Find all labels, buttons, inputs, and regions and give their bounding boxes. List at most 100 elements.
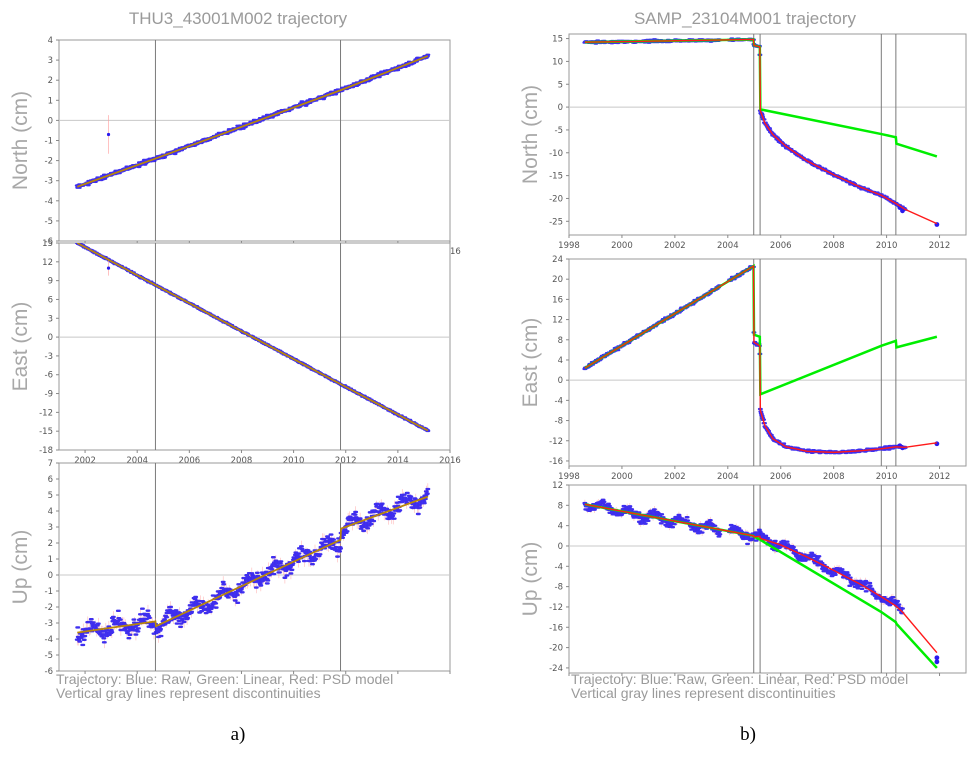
y-axis-label: East (cm) <box>519 318 542 408</box>
raw-point <box>934 659 940 665</box>
y-tick-label: 0 <box>558 376 563 386</box>
y-tick-label: -12 <box>549 603 563 613</box>
y-tick-label: 1 <box>48 96 53 106</box>
outlier-point <box>106 132 111 137</box>
y-tick-label: 4 <box>558 522 563 532</box>
plot-content <box>74 463 431 671</box>
caption-a-line2: Vertical gray lines represent discontinu… <box>56 685 321 701</box>
x-tick-label: 2006 <box>770 472 792 482</box>
y-tick-label: 0 <box>48 333 53 343</box>
x-tick-label: 2006 <box>179 456 201 466</box>
x-tick-label: 2010 <box>876 472 898 482</box>
y-tick-label: -1 <box>45 137 53 147</box>
y-tick-label: -4 <box>45 635 53 645</box>
y-tick-label: 2 <box>48 539 53 549</box>
y-axis-label: Up (cm) <box>519 542 542 617</box>
psd-model-line <box>584 264 937 454</box>
y-tick-label: -24 <box>549 664 563 674</box>
y-tick-label: -16 <box>549 623 563 633</box>
title-b: SAMP_23104M001 trajectory <box>634 9 857 28</box>
y-tick-label: 10 <box>552 57 563 67</box>
x-tick-label: 1998 <box>558 241 580 251</box>
y-tick-label: -6 <box>45 371 53 381</box>
plot-frame <box>58 242 451 451</box>
y-tick-label: 5 <box>558 80 563 90</box>
y-tick-label: -4 <box>555 562 563 572</box>
plot-frame <box>58 462 451 672</box>
x-tick-label: 1998 <box>558 472 580 482</box>
y-axis-label: North (cm) <box>9 91 32 190</box>
y-tick-label: 8 <box>558 501 563 511</box>
plot-content <box>582 259 940 466</box>
y-tick-label: 16 <box>552 295 563 305</box>
y-tick-label: -3 <box>45 177 53 187</box>
plot-content <box>582 34 940 235</box>
y-tick-label: -12 <box>39 408 53 418</box>
y-tick-label: -18 <box>39 446 53 456</box>
raw-points <box>582 498 905 615</box>
subplot-a-1: -18 -15 -12 -9 -6 -3 0 3 6 9 12 15 2002 2004 2006 2008 2… <box>9 239 461 466</box>
y-tick-label: -4 <box>555 396 563 406</box>
y-tick-label: 3 <box>48 523 53 533</box>
y-tick-label: -6 <box>45 667 53 677</box>
y-tick-label: -5 <box>45 217 53 227</box>
psd-model-line <box>584 38 938 225</box>
x-tick-label: 2000 <box>611 241 633 251</box>
y-tick-label: 0 <box>558 542 563 552</box>
y-tick-label: -6 <box>45 237 53 247</box>
x-tick-label: 2010 <box>283 456 305 466</box>
y-tick-label: -15 <box>39 427 53 437</box>
y-tick-label: -16 <box>549 457 563 467</box>
y-tick-label: -20 <box>549 644 563 654</box>
x-tick-label: 2008 <box>823 472 845 482</box>
plot-frame <box>568 258 967 467</box>
y-tick-label: 4 <box>558 356 563 366</box>
y-tick-label: -12 <box>549 437 563 447</box>
subplot-b-0: -25 -20 -15 -10 -5 0 5 10 15 1998 2000 2002 2004 2006… <box>519 33 967 251</box>
title-a: THU3_43001M002 trajectory <box>129 9 348 28</box>
outlier-point <box>106 266 111 270</box>
y-tick-label: -20 <box>549 194 563 204</box>
y-axis-label: East (cm) <box>9 302 32 392</box>
y-tick-label: 3 <box>48 314 53 324</box>
y-tick-label: -4 <box>45 197 53 207</box>
caption-a-line1: Trajectory: Blue: Raw, Green: Linear, Re… <box>56 671 393 687</box>
y-tick-label: 3 <box>48 56 53 66</box>
caption-b-line2: Vertical gray lines represent discontinu… <box>571 685 836 701</box>
x-tick-label: 2008 <box>823 241 845 251</box>
plot-content <box>74 40 431 241</box>
psd-model-line <box>76 243 429 432</box>
y-tick-label: -2 <box>45 157 53 167</box>
x-tick-label: 2004 <box>126 456 148 466</box>
y-tick-label: -5 <box>555 126 563 136</box>
y-tick-label: 9 <box>48 277 53 287</box>
x-tick-label: 2002 <box>74 456 96 466</box>
x-tick-label: 2002 <box>664 241 686 251</box>
y-axis-label: Up (cm) <box>9 530 32 605</box>
x-tick-label: 2000 <box>611 472 633 482</box>
caption-b-line1: Trajectory: Blue: Raw, Green: Linear, Re… <box>571 671 908 687</box>
y-tick-label: -25 <box>549 217 563 227</box>
subplot-a-2: -6 -5 -4 -3 -2 -1 0 1 2 3 4 5 6 7 Up (cm) <box>9 459 451 677</box>
x-tick-label: 2006 <box>770 241 792 251</box>
y-tick-label: 0 <box>558 103 563 113</box>
y-tick-label: -1 <box>45 587 53 597</box>
subplot-b-1: -16 -12 -8 -4 0 4 8 12 16 20 24 1998 2000 2002 2004 200… <box>519 255 967 482</box>
y-tick-label: -3 <box>45 619 53 629</box>
psd-model-line <box>77 495 429 634</box>
y-tick-label: -15 <box>549 172 563 182</box>
x-tick-label: 2002 <box>664 472 686 482</box>
y-tick-label: -2 <box>45 603 53 613</box>
y-tick-label: 12 <box>552 481 563 491</box>
x-tick-label: 2012 <box>929 241 951 251</box>
x-tick-label: 2004 <box>717 472 739 482</box>
panel-label-b: b) <box>740 724 756 745</box>
y-tick-label: 12 <box>42 258 53 268</box>
x-tick-label: 2016 <box>439 456 461 466</box>
y-tick-label: 4 <box>48 507 53 517</box>
y-tick-label: 6 <box>48 295 53 305</box>
y-tick-label: 2 <box>48 76 53 86</box>
y-tick-label: 12 <box>552 316 563 326</box>
raw-point <box>900 208 905 214</box>
y-tick-label: 4 <box>48 36 53 46</box>
